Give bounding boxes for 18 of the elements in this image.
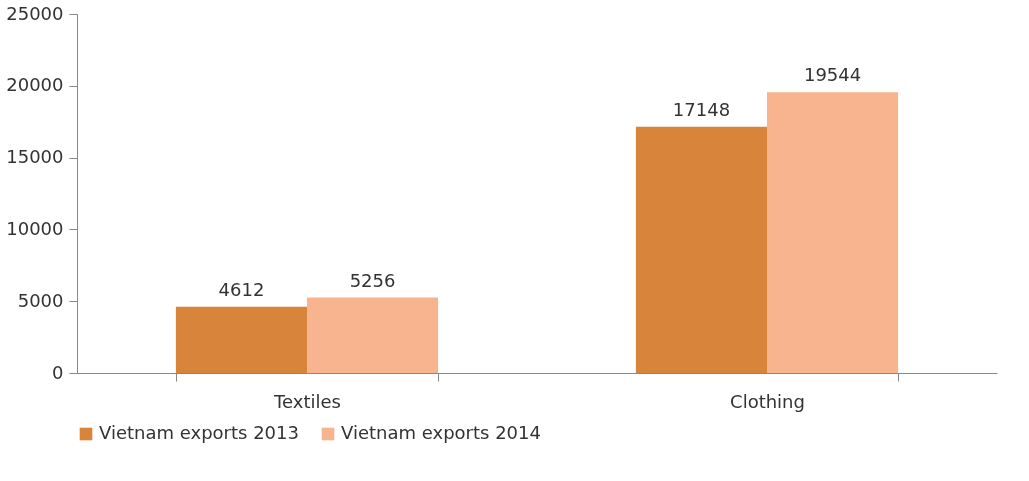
x-tick-label: Clothing [730,390,805,412]
y-tick-label: 25000 [6,2,64,24]
y-tick-label: 15000 [6,146,64,168]
data-label: 19544 [803,64,862,86]
bar [175,306,307,373]
data-label: 5256 [349,269,396,291]
data-label: 4612 [218,278,265,300]
x-tick-label: Textiles [273,390,341,412]
y-tick-label: 5000 [17,289,64,311]
y-tick-label: 20000 [6,74,64,96]
y-tick-label: 0 [52,361,64,383]
legend-label: Vietnam exports 2013 [99,422,299,443]
data-label: 17148 [672,98,731,120]
y-tick-label: 10000 [6,217,64,239]
bar [307,297,439,373]
bar [767,92,899,373]
bar [635,126,767,373]
legend-label: Vietnam exports 2014 [341,422,541,443]
